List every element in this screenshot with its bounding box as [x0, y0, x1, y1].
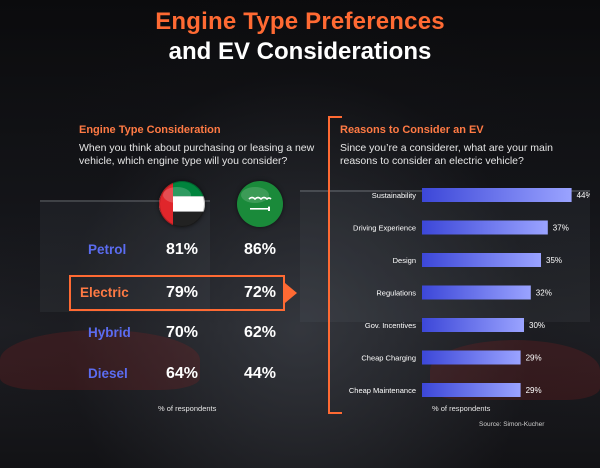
- saudi-arabia-flag-icon: [237, 181, 283, 227]
- row-label-petrol: Petrol: [88, 242, 127, 257]
- left-panel-footnote: % of respondents: [158, 404, 217, 413]
- uae-flag-icon: [159, 181, 205, 227]
- right-panel-heading: Reasons to Consider an EV: [340, 124, 484, 136]
- bar: [422, 220, 548, 235]
- bar-category-label: Cheap Charging: [361, 354, 416, 363]
- bar-value-label: 29%: [526, 354, 542, 363]
- ksa-value-hybrid: 62%: [243, 324, 277, 341]
- bar-value-label: 44%: [577, 191, 590, 200]
- background-car-left: [0, 330, 200, 390]
- bar: [422, 350, 521, 365]
- bar: [422, 285, 531, 300]
- uae-value-petrol: 81%: [165, 241, 199, 258]
- bar-value-label: 37%: [553, 224, 569, 233]
- ev-reasons-bar-chart: Sustainability 44% Driving Experience 37% De…: [349, 188, 590, 397]
- left-panel-heading: Engine Type Consideration: [79, 124, 221, 136]
- uae-value-electric: 79%: [165, 284, 199, 301]
- title-line-1: Engine Type Preferences: [155, 8, 445, 35]
- uae-value-diesel: 64%: [165, 365, 199, 382]
- bar: [422, 383, 521, 397]
- bar-value-label: 29%: [526, 386, 542, 395]
- bar-category-label: Sustainability: [372, 191, 416, 200]
- row-label-diesel: Diesel: [88, 366, 128, 381]
- bar-category-label: Cheap Maintenance: [349, 386, 416, 395]
- highlight-arrow-icon: [285, 283, 297, 303]
- electric-highlight-box: [69, 275, 285, 311]
- right-panel-question: Since you’re a considerer, what are your…: [340, 142, 554, 167]
- ksa-value-petrol: 86%: [243, 241, 277, 258]
- bar-category-label: Design: [393, 256, 416, 265]
- bar-category-label: Regulations: [376, 289, 416, 298]
- bar-value-label: 35%: [546, 256, 562, 265]
- ksa-value-diesel: 44%: [243, 365, 277, 382]
- bar-category-label: Gov. Incentives: [365, 321, 416, 330]
- title-line-2: and EV Considerations: [168, 38, 432, 65]
- bar-value-label: 30%: [529, 321, 545, 330]
- uae-value-hybrid: 70%: [165, 324, 199, 341]
- ksa-value-electric: 72%: [243, 284, 277, 301]
- bar: [422, 318, 524, 332]
- row-label-electric: Electric: [80, 285, 129, 300]
- source-note: Source: Simon-Kucher: [479, 421, 545, 428]
- bar: [422, 188, 572, 202]
- row-label-hybrid: Hybrid: [88, 325, 131, 340]
- bar: [422, 253, 541, 267]
- right-panel-bracket: [328, 116, 342, 414]
- bar-value-label: 32%: [536, 289, 552, 298]
- bar-category-label: Driving Experience: [353, 224, 416, 233]
- left-panel-question: When you think about purchasing or leasi…: [79, 142, 315, 167]
- right-panel-footnote: % of respondents: [432, 404, 491, 413]
